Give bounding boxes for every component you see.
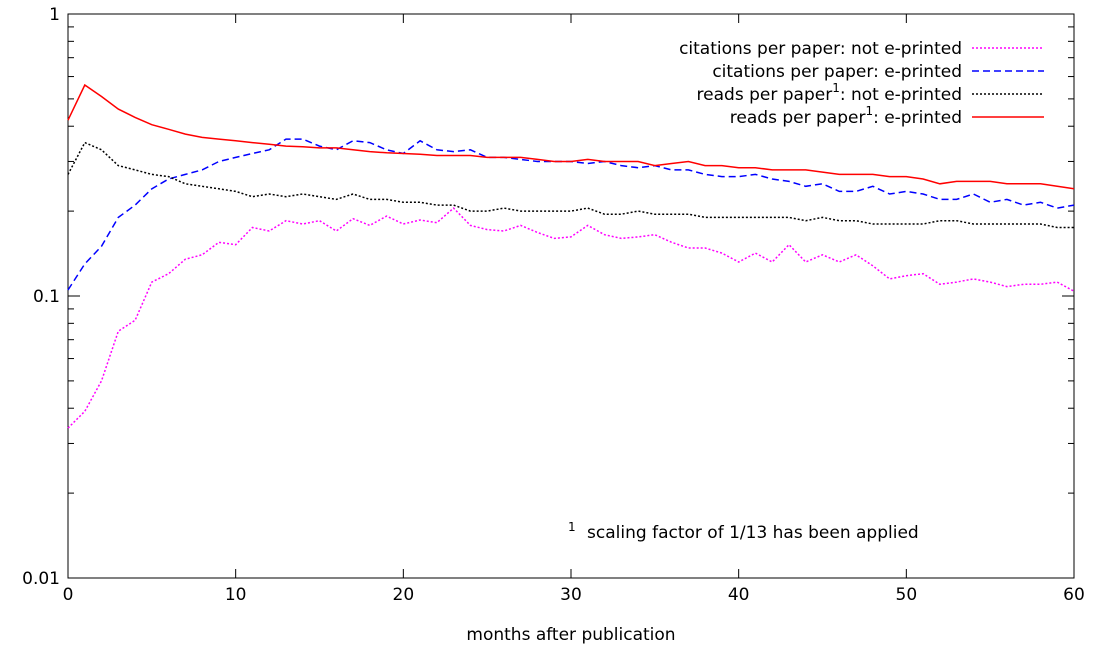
legend-label-text: : not e-printed xyxy=(840,85,962,105)
x-tick-label: 40 xyxy=(728,585,750,605)
series-line-1 xyxy=(68,208,1074,428)
legend-label-text: reads per paper xyxy=(697,85,833,105)
x-tick-label: 50 xyxy=(896,585,918,605)
x-tick-label: 20 xyxy=(393,585,415,605)
footnote-superscript: 1 xyxy=(568,520,576,534)
footnote-text: scaling factor of 1/13 has been applied xyxy=(587,523,919,543)
legend-label-text: citations per paper: e-printed xyxy=(712,62,962,82)
legend-label-text: citations per paper: not e-printed xyxy=(679,39,962,59)
legend-label: reads per paper1: not e-printed xyxy=(697,81,962,105)
legend-label: citations per paper: e-printed xyxy=(712,62,962,82)
y-tick-label: 0.01 xyxy=(22,569,60,589)
x-tick-label: 30 xyxy=(560,585,582,605)
legend-label-text: : e-printed xyxy=(873,108,962,128)
y-tick-label: 0.1 xyxy=(33,287,60,307)
legend-superscript: 1 xyxy=(832,81,840,95)
x-tick-label: 0 xyxy=(63,585,74,605)
legend-superscript: 1 xyxy=(865,104,873,118)
series-lines xyxy=(68,85,1074,428)
x-axis-title: months after publication xyxy=(466,625,675,645)
series-line-3 xyxy=(68,143,1074,228)
x-tick-label: 10 xyxy=(225,585,247,605)
footnote: 1 scaling factor of 1/13 has been applie… xyxy=(568,516,919,543)
legend: citations per paper: not e-printed citati… xyxy=(679,39,1044,128)
legend-label: reads per paper1: e-printed xyxy=(730,104,962,128)
legend-label-text: reads per paper xyxy=(730,108,866,128)
x-tick-label: 60 xyxy=(1063,585,1085,605)
y-tick-label: 1 xyxy=(49,5,60,25)
legend-label: citations per paper: not e-printed xyxy=(679,39,962,59)
